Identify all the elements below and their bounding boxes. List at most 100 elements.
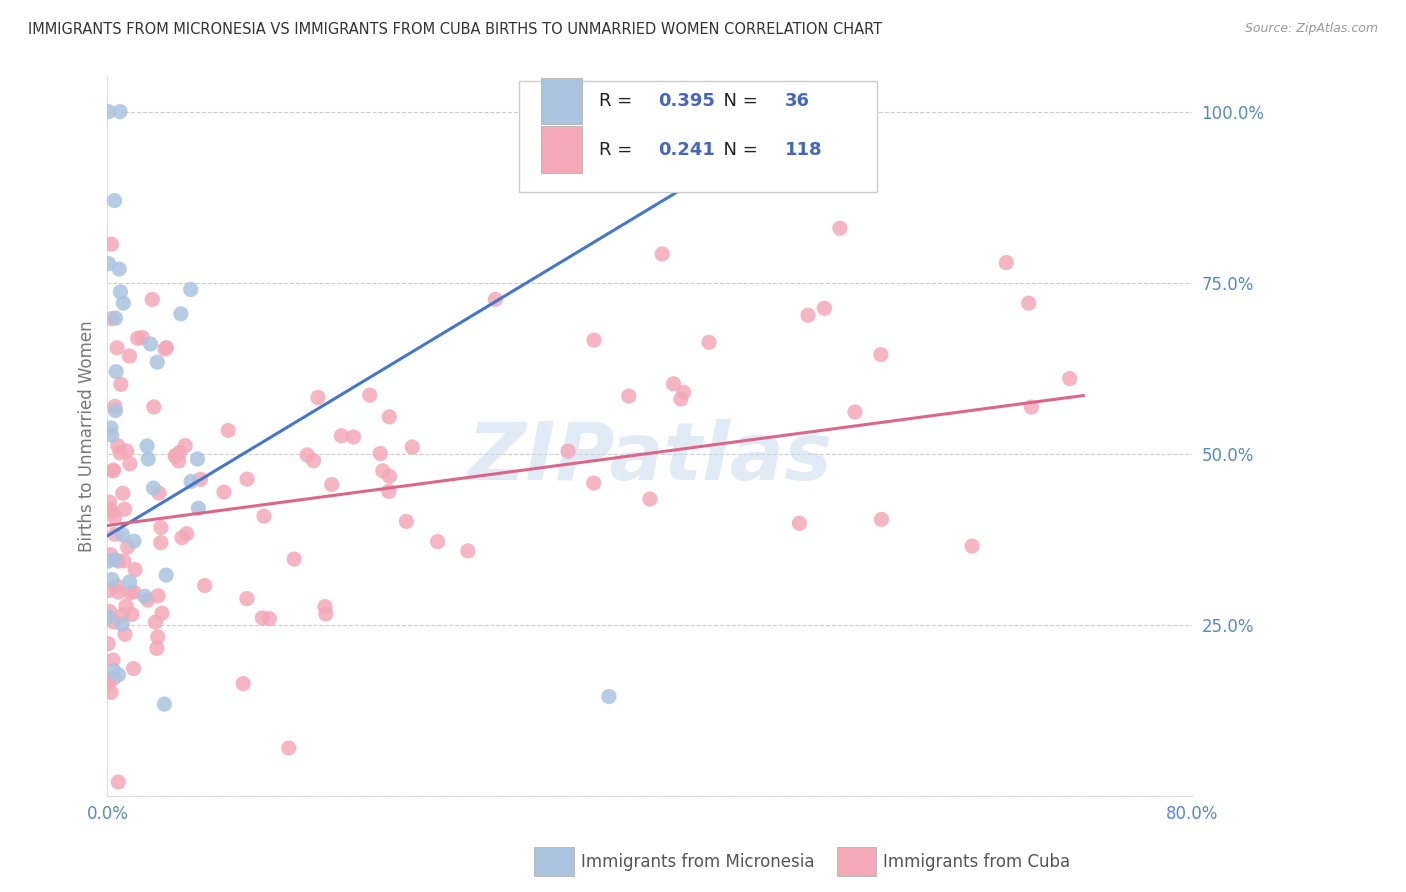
Text: Immigrants from Micronesia: Immigrants from Micronesia xyxy=(581,853,814,871)
Point xyxy=(148,486,170,500)
Text: Immigrants from Cuba: Immigrants from Cuba xyxy=(883,853,1070,871)
Point xyxy=(165,450,187,464)
Point xyxy=(98,495,121,509)
Point xyxy=(170,531,193,545)
Point xyxy=(97,104,120,119)
Point xyxy=(107,439,129,453)
Point xyxy=(651,247,673,261)
Point xyxy=(101,653,124,667)
Point xyxy=(108,104,131,119)
Point xyxy=(108,262,131,277)
Text: R =: R = xyxy=(599,92,637,110)
Point xyxy=(457,544,479,558)
Point xyxy=(101,573,124,587)
Point xyxy=(111,617,134,632)
Point xyxy=(149,535,172,549)
Point xyxy=(180,475,202,489)
Point xyxy=(111,486,134,500)
Point xyxy=(107,775,129,789)
Point xyxy=(194,578,217,592)
Point xyxy=(236,591,259,606)
Point xyxy=(321,477,343,491)
Point xyxy=(1021,400,1043,414)
Point xyxy=(960,539,983,553)
Text: ZIPatlas: ZIPatlas xyxy=(467,419,832,497)
Point xyxy=(844,405,866,419)
Point xyxy=(104,400,127,414)
Point xyxy=(789,516,811,531)
Point xyxy=(598,690,620,704)
Point xyxy=(104,311,127,326)
Point xyxy=(870,512,893,526)
Point xyxy=(107,554,129,568)
Point xyxy=(426,534,449,549)
Point xyxy=(97,637,120,651)
Point xyxy=(187,501,209,516)
Text: N =: N = xyxy=(713,92,763,110)
Point xyxy=(295,448,318,462)
Point xyxy=(582,333,605,347)
Point xyxy=(302,453,325,467)
Point xyxy=(134,589,156,603)
Point xyxy=(697,335,720,350)
Point xyxy=(97,583,120,598)
Point xyxy=(672,385,695,400)
Point xyxy=(104,553,127,567)
Point xyxy=(98,604,121,618)
Point xyxy=(378,409,401,424)
Point xyxy=(170,307,193,321)
Point xyxy=(828,221,851,235)
Text: 0.241: 0.241 xyxy=(658,141,716,159)
Point xyxy=(142,481,165,495)
Point xyxy=(103,463,125,477)
Point xyxy=(1059,371,1081,385)
Point xyxy=(142,400,165,414)
Point xyxy=(124,563,146,577)
Point xyxy=(186,452,208,467)
Point xyxy=(110,377,132,392)
Point xyxy=(107,585,129,599)
Point xyxy=(111,608,134,623)
Point xyxy=(330,429,353,443)
Point xyxy=(146,355,169,369)
Point xyxy=(155,341,177,355)
Point xyxy=(146,641,169,656)
Point xyxy=(212,485,235,500)
FancyBboxPatch shape xyxy=(541,127,582,173)
Point xyxy=(118,574,141,589)
Point xyxy=(101,505,124,519)
Point xyxy=(139,337,162,351)
Point xyxy=(283,552,305,566)
Point xyxy=(103,615,125,629)
Point xyxy=(146,630,169,644)
Point xyxy=(180,283,202,297)
Point xyxy=(145,615,167,629)
Point xyxy=(378,469,401,483)
Point xyxy=(105,579,128,593)
Point xyxy=(115,599,138,613)
Point xyxy=(995,255,1018,269)
Point xyxy=(127,331,149,345)
Point xyxy=(371,464,394,478)
Point xyxy=(105,365,128,379)
Point xyxy=(112,554,135,568)
Point xyxy=(121,607,143,622)
Point xyxy=(122,661,145,675)
Point xyxy=(662,376,685,391)
Point xyxy=(103,194,125,208)
Point xyxy=(176,526,198,541)
Point xyxy=(167,454,190,468)
Point xyxy=(104,510,127,524)
Text: Source: ZipAtlas.com: Source: ZipAtlas.com xyxy=(1244,22,1378,36)
Point xyxy=(114,627,136,641)
Point xyxy=(484,293,506,307)
Point xyxy=(100,237,122,252)
Point xyxy=(395,515,418,529)
Point xyxy=(103,664,125,678)
Point xyxy=(115,443,138,458)
Point xyxy=(169,445,191,459)
Point xyxy=(97,554,120,568)
Point xyxy=(813,301,835,316)
Point xyxy=(108,446,131,460)
Point xyxy=(100,421,122,435)
